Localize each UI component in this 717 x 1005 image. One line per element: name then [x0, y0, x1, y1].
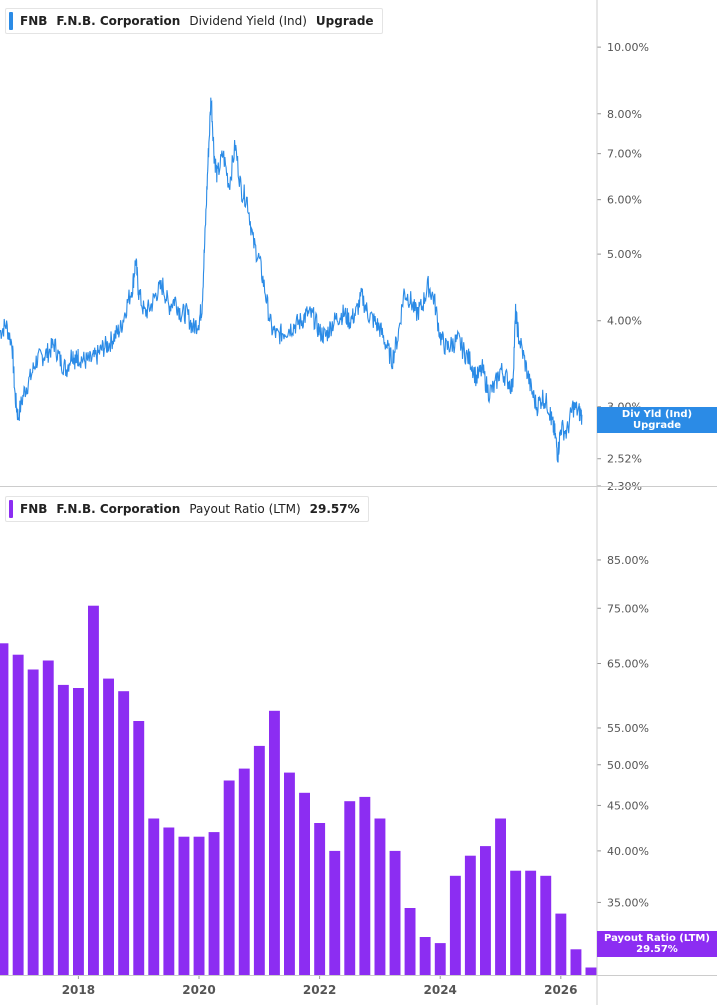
payout-bar — [12, 654, 24, 975]
dividend-yield-panel: 10.00%8.00%7.00%6.00%5.00%4.00%3.00%2.52… — [0, 41, 649, 493]
top-y-tick-label: 2.52% — [607, 453, 642, 466]
bottom-y-tick-label: 65.00% — [607, 658, 649, 671]
payout-color-swatch — [9, 500, 13, 518]
payout-bar — [269, 710, 280, 975]
payout-bar — [193, 836, 205, 975]
payout-bar — [57, 684, 69, 975]
bottom-value-badge: Payout Ratio (LTM) 29.57% — [597, 931, 717, 957]
x-tick-label: 2026 — [544, 983, 577, 997]
top-y-tick-label: 8.00% — [607, 108, 642, 121]
payout-bar — [464, 855, 476, 975]
payout-bar — [163, 827, 175, 975]
payout-bar — [178, 836, 190, 975]
payout-bar — [510, 870, 522, 975]
payout-bar — [42, 660, 54, 975]
x-tick-label: 2022 — [303, 983, 336, 997]
payout-bar — [118, 691, 130, 975]
bottom-badge-label: Payout Ratio (LTM) — [604, 933, 710, 944]
dividend-yield-line — [0, 97, 583, 463]
payout-bar — [329, 850, 341, 975]
payout-bar — [555, 913, 567, 975]
payout-bar — [570, 949, 582, 975]
payout-bar — [103, 678, 114, 975]
top-badge-label: Div Yld (Ind) — [621, 409, 693, 420]
bottom-y-tick-label: 35.00% — [607, 896, 649, 909]
top-y-tick-label: 6.00% — [607, 194, 642, 207]
bottom-y-tick-label: 45.00% — [607, 799, 649, 812]
top-y-tick-label: 4.00% — [607, 315, 642, 328]
x-tick-label: 2024 — [424, 983, 457, 997]
payout-bar — [88, 605, 99, 975]
payout-bar — [299, 792, 310, 975]
payout-bar — [208, 832, 220, 975]
bottom-legend-company: F.N.B. Corporation — [56, 502, 181, 516]
payout-bar — [253, 745, 265, 975]
bottom-legend-metric: Payout Ratio (LTM) — [189, 502, 301, 516]
bottom-y-tick-label: 50.00% — [607, 759, 649, 772]
payout-bar — [359, 796, 371, 975]
payout-ratio-panel: 85.00% 75.00% 65.00% 55.00% 50.00% 45.00% 40.0… — [0, 554, 649, 997]
payout-bar — [238, 768, 250, 975]
top-y-tick-label: 7.00% — [607, 148, 642, 161]
payout-bar — [223, 780, 235, 975]
payout-bar — [27, 669, 39, 975]
yield-color-swatch — [9, 12, 13, 30]
top-y-tick-label: 10.00% — [607, 41, 649, 54]
payout-bar — [314, 823, 326, 975]
top-value-badge: Div Yld (Ind) Upgrade — [597, 407, 717, 433]
payout-bar — [434, 943, 446, 975]
top-legend-company: F.N.B. Corporation — [56, 14, 181, 28]
payout-bar — [0, 643, 9, 975]
payout-bar — [540, 875, 552, 975]
payout-bar — [148, 818, 160, 975]
x-tick-label: 2020 — [182, 983, 215, 997]
payout-bar — [419, 937, 431, 975]
bottom-y-tick-label: 40.00% — [607, 845, 649, 858]
payout-bar — [374, 818, 386, 975]
payout-bar — [344, 801, 356, 975]
payout-bar — [389, 850, 401, 975]
bottom-badge-value: 29.57% — [636, 944, 678, 955]
payout-bar — [585, 967, 597, 975]
payout-bar — [449, 875, 461, 975]
payout-bar — [525, 870, 537, 975]
bottom-legend-ticker: FNB — [20, 502, 48, 516]
bottom-legend[interactable]: FNB F.N.B. Corporation Payout Ratio (LTM… — [5, 496, 369, 522]
x-tick-label: 2018 — [62, 983, 95, 997]
bottom-y-tick-label: 55.00% — [607, 722, 649, 735]
top-legend-value[interactable]: Upgrade — [315, 14, 374, 28]
bottom-y-tick-label: 75.00% — [607, 602, 649, 615]
top-legend-ticker: FNB — [20, 14, 48, 28]
payout-bar — [73, 688, 84, 975]
payout-bar — [133, 721, 145, 975]
bottom-y-tick-label: 85.00% — [607, 554, 649, 567]
top-legend[interactable]: FNB F.N.B. Corporation Dividend Yield (I… — [5, 8, 383, 34]
payout-bar — [284, 772, 295, 975]
payout-bar — [495, 818, 506, 975]
bottom-legend-value: 29.57% — [309, 502, 360, 516]
top-y-tick-label: 5.00% — [607, 248, 642, 261]
payout-bar — [480, 846, 491, 975]
payout-bar — [404, 908, 416, 975]
top-legend-metric: Dividend Yield (Ind) — [189, 14, 307, 28]
top-badge-value: Upgrade — [632, 420, 682, 431]
